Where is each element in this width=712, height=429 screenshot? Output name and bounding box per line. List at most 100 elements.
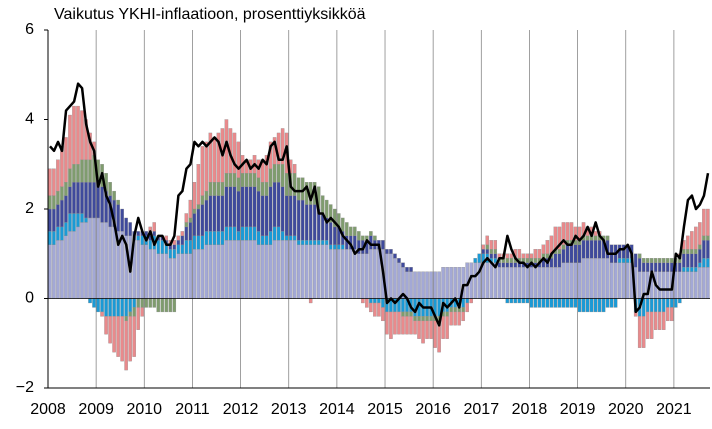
bar-segment bbox=[160, 253, 165, 299]
bar-segment bbox=[72, 231, 76, 299]
bar-segment bbox=[308, 204, 313, 241]
bar-segment bbox=[128, 298, 132, 313]
bar-segment bbox=[481, 244, 485, 250]
bar-segment bbox=[136, 240, 140, 299]
bar-segment bbox=[393, 311, 397, 335]
bar-segment bbox=[649, 262, 654, 272]
bar-segment bbox=[653, 311, 658, 330]
bar-segment bbox=[320, 240, 325, 245]
bar-segment bbox=[328, 249, 333, 299]
bar-segment bbox=[686, 235, 690, 250]
bar-segment bbox=[489, 249, 493, 254]
bar-segment bbox=[405, 267, 409, 272]
bar-segment bbox=[593, 298, 598, 313]
bar-segment bbox=[60, 146, 64, 187]
bar-segment bbox=[333, 249, 337, 299]
bar-segment bbox=[52, 231, 56, 245]
x-tick-label: 2019 bbox=[560, 401, 596, 418]
bar-segment bbox=[429, 320, 433, 339]
bar-segment bbox=[108, 181, 112, 196]
bar-segment bbox=[180, 244, 185, 254]
bar-segment bbox=[385, 249, 389, 254]
bar-segment bbox=[682, 253, 686, 268]
bar-segment bbox=[361, 235, 365, 241]
bar-segment bbox=[208, 132, 213, 183]
bar-segment bbox=[124, 298, 128, 317]
bar-segment bbox=[300, 240, 305, 245]
bar-segment bbox=[649, 311, 654, 339]
bar-segment bbox=[337, 249, 341, 299]
bar-segment bbox=[465, 298, 469, 304]
y-tick-label: 4 bbox=[25, 111, 34, 128]
bar-segment bbox=[565, 262, 570, 299]
bar-segment bbox=[188, 253, 193, 299]
bar-segment bbox=[172, 258, 177, 299]
bar-segment bbox=[292, 235, 297, 241]
bar-segment bbox=[276, 240, 281, 299]
bar-segment bbox=[244, 173, 249, 187]
bar-segment bbox=[509, 262, 514, 268]
y-tick-label: 2 bbox=[25, 200, 34, 217]
bar-segment bbox=[132, 316, 136, 357]
chart-title: Vaikutus YKHI-inflaatioon, prosenttiyksi… bbox=[54, 6, 366, 23]
bar-segment bbox=[228, 173, 233, 187]
bar-segment bbox=[148, 298, 152, 308]
bar-segment bbox=[461, 298, 465, 308]
bar-segment bbox=[405, 271, 409, 299]
bar-segment bbox=[148, 249, 152, 299]
bar-segment bbox=[116, 204, 120, 232]
bar-segment bbox=[653, 298, 658, 313]
bar-segment bbox=[505, 258, 510, 263]
bar-segment bbox=[156, 298, 160, 313]
bar-segment bbox=[373, 235, 377, 241]
bar-segment bbox=[585, 258, 590, 299]
bar-segment bbox=[565, 298, 570, 308]
bar-segment bbox=[694, 267, 698, 272]
bar-segment bbox=[52, 195, 56, 210]
bar-segment bbox=[577, 298, 582, 313]
bar-segment bbox=[68, 168, 72, 187]
bar-segment bbox=[236, 240, 241, 299]
bar-segment bbox=[120, 208, 124, 232]
bar-segment bbox=[100, 186, 104, 223]
bar-segment bbox=[377, 302, 381, 317]
bar-segment bbox=[188, 240, 193, 254]
y-tick-label: 6 bbox=[25, 21, 34, 38]
x-tick-label: 2008 bbox=[30, 401, 66, 418]
x-tick-label: 2009 bbox=[78, 401, 114, 418]
bar-segment bbox=[232, 226, 237, 241]
bar-segment bbox=[453, 311, 457, 326]
bar-segment bbox=[244, 240, 249, 299]
bar-segment bbox=[617, 262, 622, 299]
bar-segment bbox=[260, 235, 265, 245]
bar-segment bbox=[56, 226, 60, 241]
bar-segment bbox=[84, 222, 88, 299]
bar-segment bbox=[385, 311, 389, 335]
bar-segment bbox=[148, 240, 152, 250]
bar-segment bbox=[284, 240, 289, 299]
bar-segment bbox=[192, 213, 197, 237]
bar-segment bbox=[389, 311, 393, 339]
bar-segment bbox=[637, 271, 642, 299]
bar-segment bbox=[686, 271, 690, 299]
bar-segment bbox=[694, 253, 698, 268]
bar-segment bbox=[204, 141, 209, 192]
bar-segment bbox=[657, 298, 662, 313]
bar-segment bbox=[509, 267, 514, 299]
bar-segment bbox=[449, 267, 453, 299]
bar-segment bbox=[509, 253, 514, 259]
bar-segment bbox=[328, 204, 333, 223]
bar-segment bbox=[72, 164, 76, 183]
bar-segment bbox=[76, 164, 80, 183]
bar-segment bbox=[369, 231, 373, 236]
bar-segment bbox=[513, 262, 518, 268]
bar-segment bbox=[593, 231, 598, 236]
bar-segment bbox=[533, 267, 538, 299]
bar-segment bbox=[573, 244, 578, 263]
bar-segment bbox=[324, 244, 329, 299]
bar-segment bbox=[196, 235, 201, 250]
bar-segment bbox=[56, 159, 60, 192]
bar-segment bbox=[641, 258, 646, 263]
bar-segment bbox=[296, 199, 301, 241]
bar-segment bbox=[493, 249, 498, 254]
